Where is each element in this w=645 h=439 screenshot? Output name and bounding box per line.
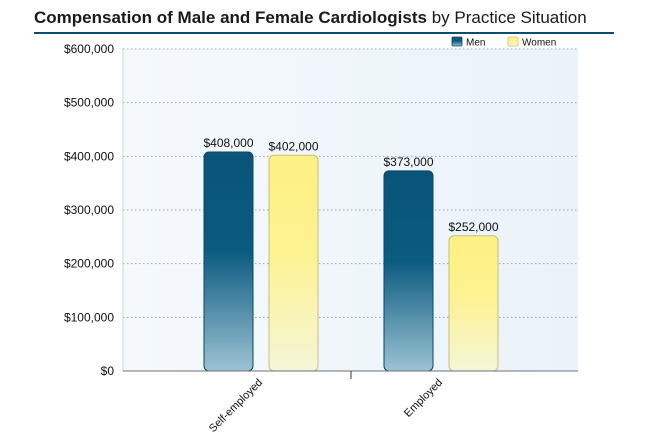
y-tick-label: $500,000 — [64, 96, 114, 110]
data-label: $408,000 — [203, 136, 253, 150]
bar-men-self-employed — [203, 151, 254, 372]
x-category-label: Self-employed — [207, 377, 265, 435]
legend-label-men: Men — [466, 38, 485, 49]
x-category-label: Employed — [402, 377, 445, 420]
legend: Men Women — [451, 36, 556, 49]
y-axis: $0 $100,000 $200,000 $300,000 $400,000 $500,0… — [64, 42, 124, 378]
bar-men-employed — [383, 170, 434, 372]
y-tick-label: $300,000 — [64, 203, 114, 217]
legend-label-women: Women — [522, 38, 556, 49]
y-tick-label: $400,000 — [64, 149, 114, 163]
data-label: $402,000 — [268, 139, 318, 153]
chart-title-block: Compensation of Male and Female Cardiolo… — [34, 8, 587, 28]
y-tick-label: $100,000 — [64, 310, 114, 324]
bars: $408,000 $402,000 $373,000 $252,000 — [203, 136, 499, 372]
y-tick-label: $200,000 — [64, 257, 114, 271]
title-rule — [34, 32, 614, 34]
bar-women-self-employed — [268, 154, 319, 372]
data-label: $373,000 — [383, 155, 433, 169]
x-axis: Self-employed Employed — [123, 370, 578, 435]
plot-area — [123, 49, 578, 371]
chart-subtitle: by Practice Situation — [431, 8, 587, 27]
data-label: $252,000 — [448, 220, 498, 234]
legend-swatch-men — [451, 36, 463, 47]
bar-women-employed — [448, 235, 499, 372]
plot-background — [123, 49, 578, 371]
legend-swatch-women — [507, 36, 519, 47]
y-tick-label: $0 — [101, 364, 115, 378]
chart-title: Compensation of Male and Female Cardiolo… — [34, 8, 427, 27]
y-tick-label: $600,000 — [64, 42, 114, 56]
